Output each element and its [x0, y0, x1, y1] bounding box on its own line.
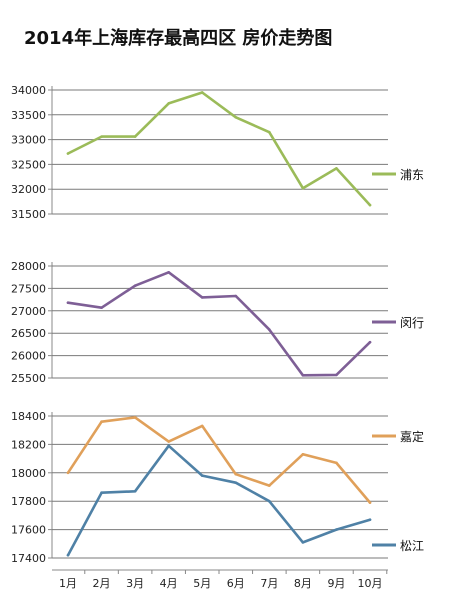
data-point: [268, 484, 271, 487]
data-point: [234, 294, 238, 298]
data-point: [133, 489, 137, 493]
data-point: [66, 152, 70, 155]
series-line: [66, 91, 372, 207]
data-point: [268, 499, 271, 503]
data-point: [200, 474, 204, 477]
data-point: [301, 186, 305, 190]
y-tick-label: 17600: [11, 524, 46, 537]
y-tick-label: 27000: [11, 305, 46, 318]
data-point: [301, 374, 305, 377]
x-tick-label: 4月: [160, 577, 178, 590]
data-point: [200, 296, 204, 299]
y-tick-label: 32500: [11, 158, 46, 171]
legend-label: 浦东: [400, 168, 424, 182]
data-point: [268, 328, 271, 331]
y-tick-label: 26500: [11, 327, 46, 340]
y-tick-label: 34000: [11, 84, 46, 97]
data-point: [234, 115, 238, 119]
data-point: [234, 481, 238, 485]
data-point: [167, 270, 170, 274]
data-point: [167, 444, 170, 448]
data-point: [368, 340, 372, 344]
data-point: [368, 203, 372, 207]
y-tick-label: 33000: [11, 134, 46, 147]
y-tick-label: 18400: [11, 410, 46, 423]
data-point: [100, 135, 103, 138]
data-point: [66, 471, 70, 475]
data-point: [100, 420, 103, 423]
x-tick-label: 6月: [227, 577, 245, 590]
legend-label: 嘉定: [400, 429, 424, 444]
data-point: [133, 284, 137, 288]
legend-label: 松江: [400, 539, 424, 553]
data-point: [335, 373, 338, 377]
data-point: [335, 167, 338, 170]
data-point: [301, 453, 305, 456]
data-point: [301, 541, 305, 544]
x-tick-label: 7月: [260, 577, 278, 590]
y-tick-label: 26000: [11, 350, 46, 363]
y-tick-label: 25500: [11, 372, 46, 385]
x-tick-label: 5月: [193, 577, 211, 590]
y-tick-label: 18000: [11, 467, 46, 480]
data-point: [335, 528, 338, 531]
data-point: [368, 501, 372, 504]
y-tick-label: 17400: [11, 552, 46, 565]
data-point: [167, 102, 170, 105]
series-line: [66, 444, 372, 557]
y-tick-label: 32000: [11, 183, 46, 196]
series-line: [66, 270, 372, 377]
x-tick-label: 2月: [93, 577, 111, 590]
y-tick-label: 17800: [11, 495, 46, 508]
y-tick-label: 31500: [11, 208, 46, 221]
data-point: [335, 461, 338, 465]
legend-label: 闵行: [400, 315, 424, 330]
data-point: [66, 553, 70, 557]
data-point: [167, 440, 170, 443]
data-point: [133, 416, 137, 419]
data-point: [368, 518, 372, 521]
x-tick-label: 10月: [358, 577, 383, 590]
y-tick-label: 33500: [11, 109, 46, 122]
data-point: [133, 135, 137, 138]
data-point: [100, 491, 103, 494]
x-tick-label: 9月: [327, 577, 345, 590]
data-point: [200, 91, 204, 94]
y-tick-label: 28000: [11, 260, 46, 273]
x-tick-label: 3月: [126, 577, 144, 590]
x-tick-label: 8月: [294, 577, 312, 590]
data-point: [234, 472, 238, 476]
chart-panel: 34000 33500 33000 32500 32000 31500 浦东: [11, 84, 424, 221]
data-point: [66, 301, 70, 305]
data-point: [200, 424, 204, 428]
series-line: [66, 416, 372, 504]
chart-panel: 28000 27500 27000 26500 26000 25500 闵行: [11, 260, 424, 385]
data-point: [268, 130, 271, 134]
data-point: [100, 306, 103, 309]
y-tick-label: 18200: [11, 438, 46, 451]
chart-title: 2014年上海库存最高四区 房价走势图: [24, 27, 332, 49]
y-tick-label: 27500: [11, 282, 46, 295]
x-tick-label: 1月: [59, 577, 77, 590]
